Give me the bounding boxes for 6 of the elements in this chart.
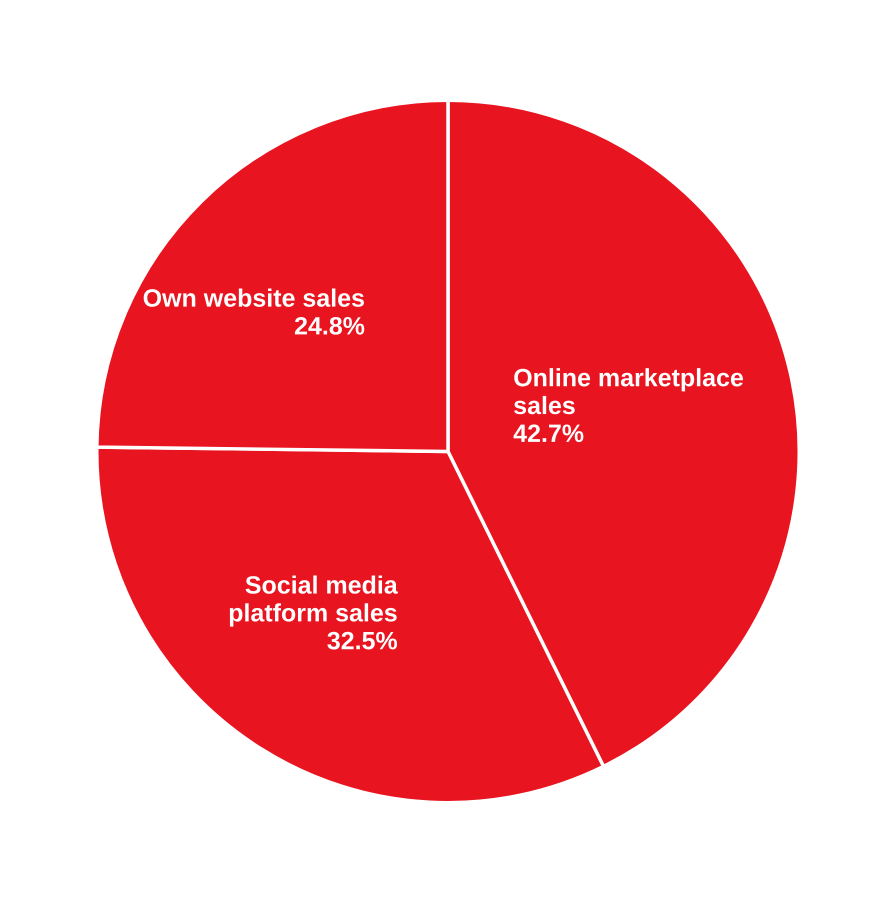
data-label: 24.8% [294, 316, 364, 335]
data-label: 42.7% [514, 424, 584, 442]
data-label: 32.5% [327, 632, 398, 650]
slice-label: Online marketplace sales [514, 368, 743, 414]
slice-label: Own website sales [144, 288, 364, 307]
slice-label: Social media platform sales [230, 575, 398, 627]
